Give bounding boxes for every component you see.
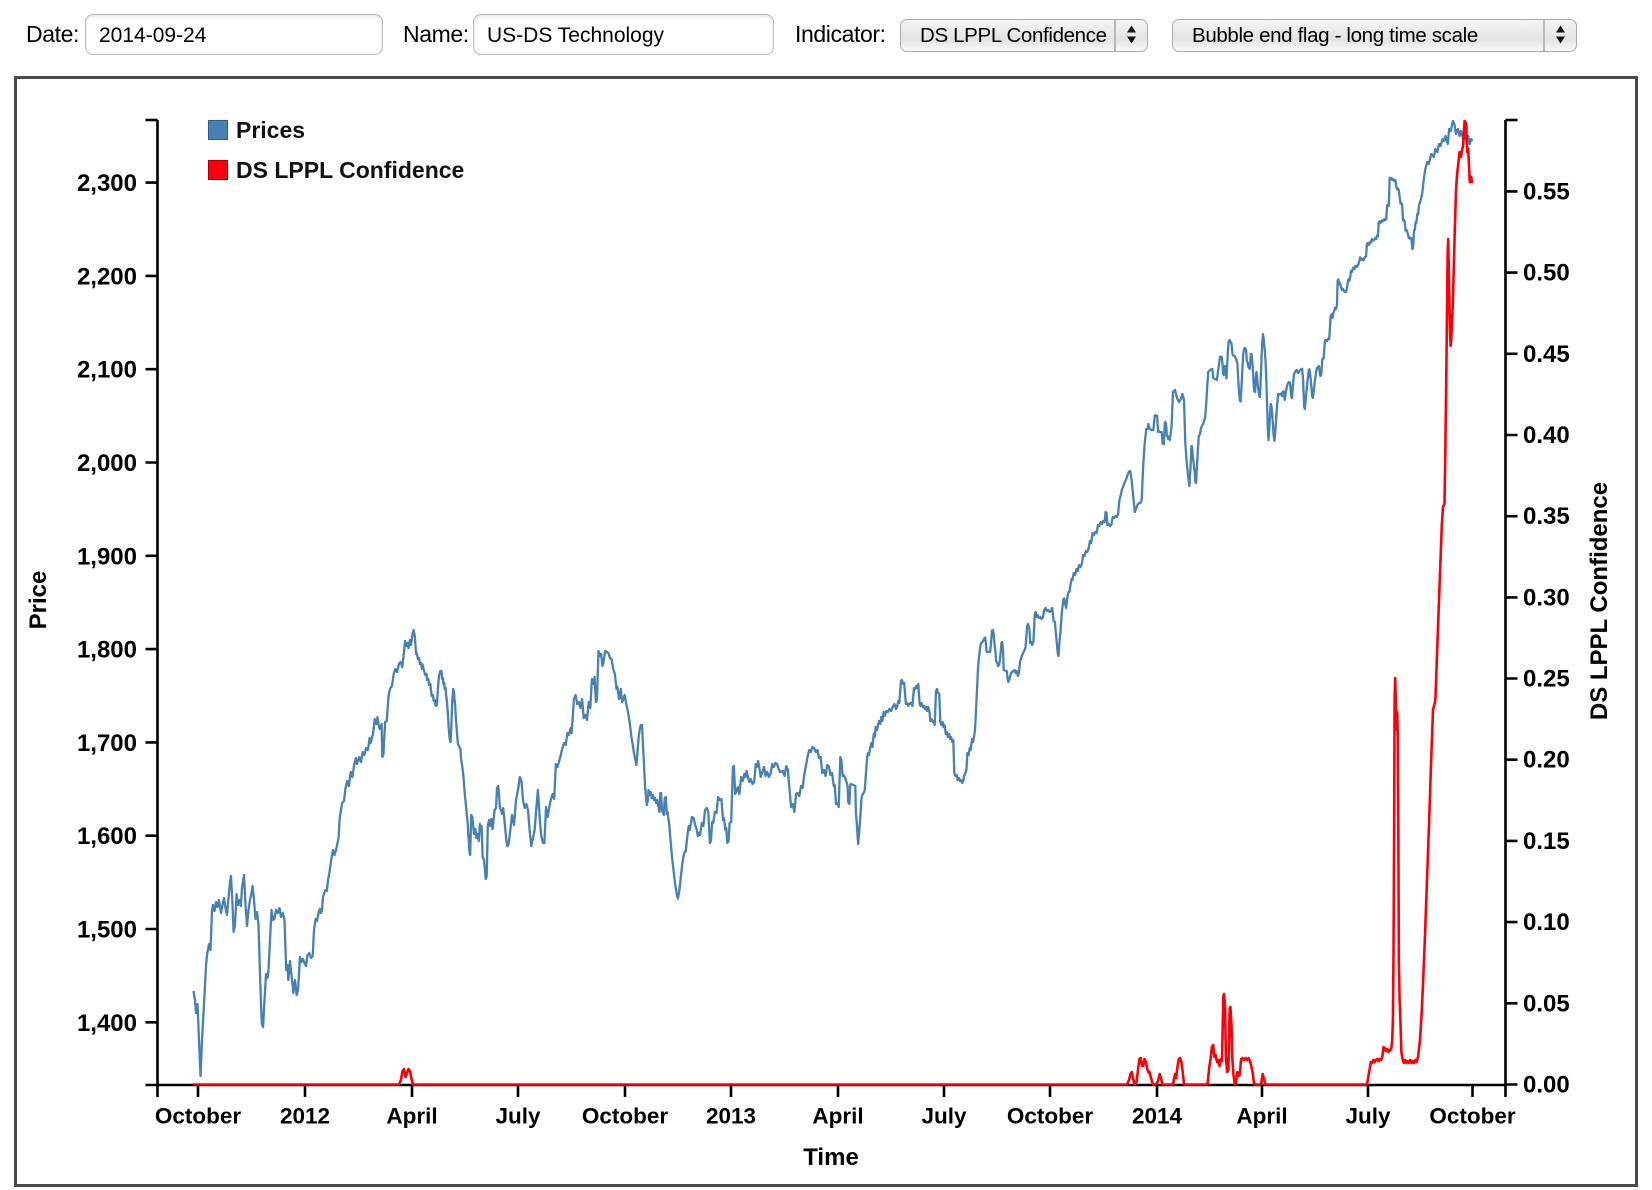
svg-text:2,100: 2,100 [77, 357, 137, 384]
svg-text:1,900: 1,900 [77, 543, 137, 570]
svg-text:October: October [1429, 1104, 1516, 1129]
svg-text:April: April [812, 1104, 863, 1129]
svg-text:1,600: 1,600 [77, 823, 137, 850]
svg-text:0.05: 0.05 [1523, 990, 1570, 1017]
svg-text:2,000: 2,000 [77, 450, 137, 477]
svg-text:0.35: 0.35 [1523, 503, 1570, 530]
svg-text:2,300: 2,300 [77, 170, 137, 197]
svg-text:0.40: 0.40 [1523, 422, 1570, 449]
svg-text:0.30: 0.30 [1523, 584, 1570, 611]
svg-text:0.45: 0.45 [1523, 341, 1570, 368]
svg-text:Time: Time [803, 1144, 859, 1171]
svg-text:0.00: 0.00 [1523, 1072, 1570, 1099]
svg-text:Prices: Prices [236, 117, 305, 143]
svg-text:October: October [582, 1104, 669, 1129]
svg-text:April: April [1236, 1104, 1287, 1129]
svg-text:1,400: 1,400 [77, 1010, 137, 1037]
svg-text:July: July [1345, 1104, 1391, 1129]
svg-text:0.15: 0.15 [1523, 828, 1570, 855]
svg-text:2013: 2013 [706, 1104, 756, 1129]
svg-text:DS LPPL Confidence: DS LPPL Confidence [236, 157, 464, 183]
svg-text:1,500: 1,500 [77, 917, 137, 944]
svg-text:July: July [495, 1104, 541, 1129]
svg-text:2012: 2012 [280, 1104, 330, 1129]
svg-text:0.25: 0.25 [1523, 666, 1570, 693]
svg-text:DS LPPL Confidence: DS LPPL Confidence [1586, 482, 1613, 720]
svg-text:October: October [155, 1104, 242, 1129]
svg-text:2014: 2014 [1132, 1104, 1183, 1129]
svg-text:October: October [1007, 1104, 1094, 1129]
svg-text:July: July [921, 1104, 967, 1129]
svg-text:0.50: 0.50 [1523, 260, 1570, 287]
svg-text:April: April [386, 1104, 437, 1129]
svg-text:0.10: 0.10 [1523, 909, 1570, 936]
svg-text:0.55: 0.55 [1523, 178, 1570, 205]
svg-text:2,200: 2,200 [77, 263, 137, 290]
svg-text:1,700: 1,700 [77, 730, 137, 757]
svg-text:1,800: 1,800 [77, 637, 137, 664]
svg-text:Price: Price [25, 571, 52, 630]
svg-text:0.20: 0.20 [1523, 747, 1570, 774]
